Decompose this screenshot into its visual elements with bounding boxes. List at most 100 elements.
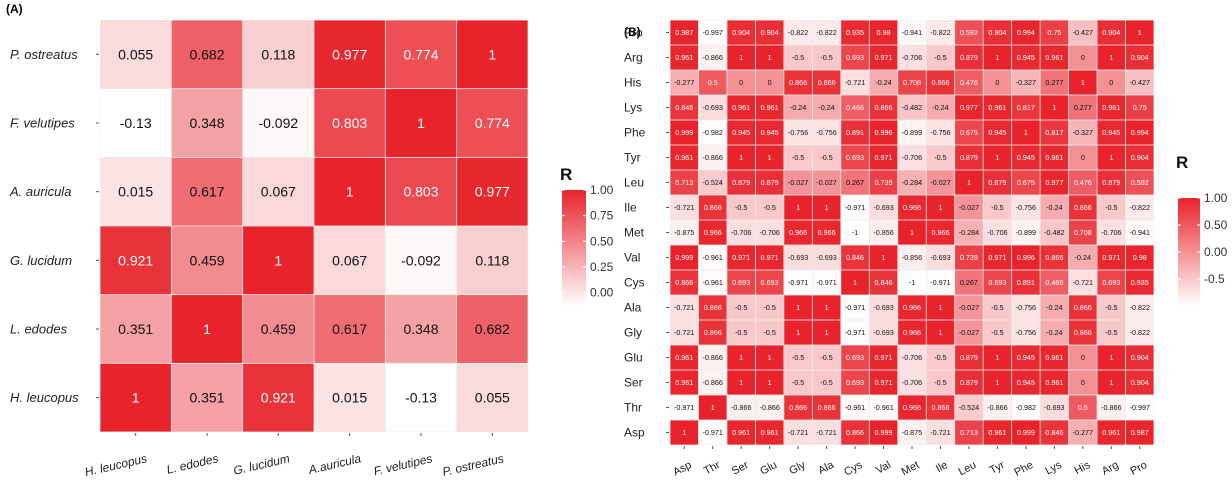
heatmap-cell: [1068, 245, 1097, 270]
heatmap-cell: [926, 170, 955, 195]
cell-value-label: 0.891: [1017, 278, 1035, 287]
cell-value-label: 1: [132, 390, 140, 406]
heatmap-cell: [926, 295, 955, 320]
cell-value-label: 0.961: [732, 428, 750, 437]
cell-value-label: 0.015: [332, 390, 367, 406]
y-tick-label: Pro: [624, 26, 643, 40]
cell-value-label: 0.879: [988, 178, 1006, 187]
x-tick-label: Thr: [702, 459, 722, 477]
heatmap-cell: [670, 345, 699, 370]
heatmap-cell: [869, 245, 898, 270]
cell-value-label: 1: [711, 403, 715, 412]
heatmap-cell: [385, 363, 457, 432]
heatmap-cell: [1125, 70, 1154, 95]
heatmap-cell: [1040, 320, 1069, 345]
heatmap-cell: [670, 420, 699, 445]
cell-value-label: 0.476: [960, 78, 978, 87]
cell-value-label: 0: [1081, 353, 1085, 362]
heatmap-cell: [926, 95, 955, 120]
heatmap-cell: [784, 145, 812, 170]
cell-value-label: -0.5: [820, 353, 832, 362]
cell-value-label: 0.739: [960, 253, 978, 262]
cell-value-label: 0.971: [875, 53, 893, 62]
heatmap-cell: [983, 220, 1012, 245]
y-tick-label: Leu: [624, 176, 644, 190]
cell-value-label: -0.971: [845, 203, 865, 212]
cell-value-label: -0.5: [934, 378, 946, 387]
cell-value-label: -0.482: [902, 103, 922, 112]
heatmap-cell: [727, 220, 756, 245]
cell-value-label: -0.284: [959, 228, 979, 237]
panel-label: (B): [624, 25, 641, 39]
heatmap-cell: [243, 20, 314, 89]
cell-value-label: 0.866: [1074, 203, 1092, 212]
heatmap-cell: [841, 420, 869, 445]
cell-value-label: 0.966: [789, 228, 807, 237]
heatmap-cell: [1040, 195, 1069, 220]
cell-value-label: -0.721: [845, 78, 865, 87]
heatmap-cell: [100, 157, 171, 226]
cell-value-label: 0.118: [261, 46, 295, 62]
heatmap-cell: [983, 145, 1012, 170]
cell-value-label: 0.961: [1045, 153, 1063, 162]
heatmap-cell: [755, 95, 784, 120]
cell-value-label: -0.756: [1016, 303, 1036, 312]
cell-value-label: -0.721: [788, 428, 808, 437]
cell-value-label: 0.977: [332, 46, 367, 62]
cell-value-label: 0.966: [704, 228, 722, 237]
heatmap-cell: [983, 120, 1012, 145]
heatmap-cell: [1097, 145, 1126, 170]
heatmap-cell: [812, 320, 841, 345]
heatmap-cell: [1097, 420, 1126, 445]
heatmap-cell: [1125, 320, 1154, 345]
heatmap-cell: [841, 170, 869, 195]
heatmap-cell: [670, 20, 699, 45]
cell-value-label: 0.693: [846, 378, 864, 387]
heatmap-cell: [898, 95, 926, 120]
heatmap-cell: [755, 320, 784, 345]
cell-value-label: 0.935: [1131, 278, 1149, 287]
x-tick-label: Ile: [934, 459, 950, 475]
cell-value-label: 0.693: [846, 153, 864, 162]
legend-title: R: [1176, 153, 1188, 172]
cell-value-label: 0.999: [675, 128, 693, 137]
cell-value-label: 0.945: [1017, 378, 1035, 387]
cell-value-label: 1: [768, 378, 772, 387]
heatmap-cell: [727, 20, 756, 45]
cell-value-label: 1: [274, 252, 282, 268]
cell-value-label: -1: [852, 228, 858, 237]
heatmap-cell: [898, 195, 926, 220]
cell-value-label: -0.5: [934, 353, 946, 362]
cell-value-label: 0.996: [1017, 253, 1035, 262]
cell-value-label: 1: [910, 228, 914, 237]
cell-value-label: -0.706: [987, 228, 1007, 237]
heatmap-cell: [698, 95, 727, 120]
heatmap-cell: [1040, 370, 1069, 395]
heatmap-cell: [1040, 20, 1069, 45]
cell-value-label: -0.5: [991, 328, 1003, 337]
cell-value-label: -0.24: [875, 78, 891, 87]
cell-value-label: -0.693: [703, 103, 723, 112]
cell-value-label: -0.277: [1073, 428, 1093, 437]
heatmap-cell: [755, 220, 784, 245]
heatmap-cell: [955, 320, 983, 345]
cell-value-label: -0.5: [1105, 203, 1117, 212]
y-tick-label: Ile: [624, 201, 637, 215]
heatmap-cell: [898, 20, 926, 45]
heatmap-cell: [841, 20, 869, 45]
cell-value-label: 1: [995, 153, 999, 162]
cell-value-label: 0.961: [675, 153, 693, 162]
heatmap-cell: [698, 420, 727, 445]
heatmap-cell: [955, 395, 983, 420]
heatmap-cell: [314, 89, 385, 157]
x-tick-label: Gly: [787, 459, 808, 478]
cell-value-label: 1: [825, 303, 829, 312]
y-tick-label: A. auricula: [9, 184, 71, 199]
x-tick-label: Arg: [1100, 459, 1121, 478]
cell-value-label: 0.996: [875, 128, 893, 137]
heatmap-cell: [869, 95, 898, 120]
legend-tick-label: 0.00: [1204, 245, 1228, 259]
heatmap-cell: [869, 145, 898, 170]
cell-value-label: 1: [739, 353, 743, 362]
heatmap-cell: [457, 20, 528, 89]
